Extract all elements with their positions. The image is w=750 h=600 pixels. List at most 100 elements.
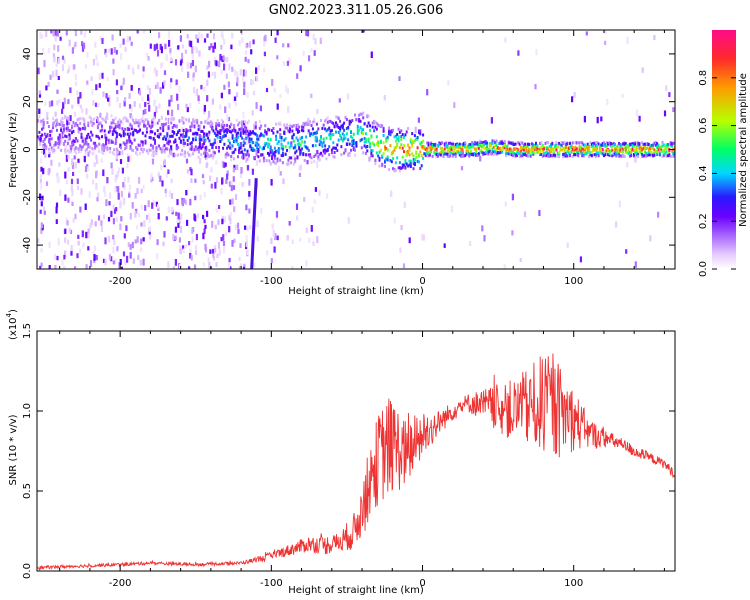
heatmap-cell	[181, 131, 184, 139]
heatmap-cell	[657, 143, 660, 147]
heatmap-cell	[309, 134, 312, 138]
heatmap-cell	[633, 149, 635, 153]
heatmap-cell	[407, 164, 410, 168]
heatmap-cell	[584, 152, 586, 156]
heatmap-cell	[255, 67, 258, 74]
heatmap-cell	[194, 195, 197, 201]
heatmap-cell	[305, 145, 308, 149]
heatmap-cell	[250, 78, 253, 86]
heatmap-cell	[167, 110, 170, 116]
heatmap-cell	[130, 141, 133, 145]
heatmap-cell	[124, 46, 127, 52]
heatmap-cell	[277, 147, 280, 150]
heatmap-cell	[270, 237, 273, 244]
heatmap-cell	[445, 141, 448, 145]
heatmap-cell	[186, 143, 189, 147]
heatmap-cell	[141, 96, 144, 102]
heatmap-cell	[551, 148, 554, 152]
heatmap-cell	[379, 141, 382, 144]
heatmap-cell	[235, 132, 238, 136]
heatmap-cell	[184, 49, 187, 54]
heatmap-cell	[76, 185, 79, 191]
heatmap-cell	[404, 159, 407, 163]
heatmap-cell	[57, 58, 61, 64]
heatmap-cell	[182, 116, 185, 120]
heatmap-cell	[126, 119, 129, 123]
heatmap-cell	[130, 127, 133, 131]
heatmap-cell	[194, 245, 198, 252]
heatmap-cell	[171, 134, 174, 138]
heatmap-cell	[215, 60, 218, 67]
heatmap-cell	[611, 148, 614, 152]
heatmap-cell	[366, 124, 369, 128]
heatmap-cell	[634, 151, 637, 154]
heatmap-cell	[420, 144, 423, 148]
heatmap-cell	[86, 173, 89, 179]
heatmap-cell	[359, 119, 362, 123]
heatmap-cell	[224, 162, 227, 167]
heatmap-cell	[522, 152, 525, 156]
heatmap-cell	[246, 157, 249, 161]
heatmap-cell	[212, 256, 216, 261]
heatmap-cell	[661, 155, 664, 158]
heatmap-cell	[190, 146, 194, 151]
heatmap-cell	[141, 143, 144, 147]
heatmap-cell	[305, 135, 308, 139]
heatmap-cell	[642, 143, 645, 146]
heatmap-cell	[292, 146, 295, 150]
heatmap-cell	[51, 100, 54, 107]
heatmap-cell	[520, 154, 522, 158]
heatmap-cell	[541, 148, 544, 151]
heatmap-cell	[195, 47, 198, 54]
heatmap-cell	[182, 248, 185, 254]
heatmap-cell	[124, 132, 127, 136]
heatmap-cell	[226, 151, 229, 155]
heatmap-cell	[42, 140, 45, 143]
heatmap-cell	[441, 150, 444, 154]
heatmap-cell	[235, 138, 238, 142]
heatmap-cell	[298, 125, 301, 129]
heatmap-cell	[405, 152, 408, 156]
heatmap-cell	[123, 184, 126, 191]
heatmap-cell	[84, 165, 88, 173]
heatmap-cell	[188, 136, 190, 140]
heatmap-cell	[374, 125, 377, 129]
heatmap-cell	[181, 199, 184, 207]
heatmap-cell	[226, 56, 229, 63]
heatmap-cell	[281, 151, 284, 155]
heatmap-cell	[635, 146, 638, 150]
heatmap-cell	[294, 157, 297, 161]
heatmap-cell	[539, 141, 542, 145]
heatmap-cell	[638, 115, 641, 122]
heatmap-cell	[164, 122, 167, 126]
heatmap-cell	[246, 249, 249, 256]
heatmap-cell	[657, 211, 660, 218]
heatmap-cell	[439, 142, 442, 146]
heatmap-cell	[175, 211, 178, 216]
heatmap-cell	[104, 237, 107, 245]
heatmap-cell	[168, 39, 171, 47]
heatmap-cell	[171, 126, 174, 129]
heatmap-cell	[660, 147, 663, 151]
heatmap-cell	[198, 124, 202, 130]
heatmap-cell	[112, 69, 115, 76]
heatmap-cell	[130, 105, 133, 112]
heatmap-cell	[66, 126, 69, 130]
heatmap-cell	[112, 204, 115, 210]
heatmap-cell	[548, 154, 551, 158]
heatmap-cell	[452, 142, 454, 146]
heatmap-cell	[160, 122, 163, 126]
heatmap-cell	[198, 141, 201, 145]
heatmap-cell	[408, 153, 411, 157]
heatmap-cell	[269, 161, 272, 165]
heatmap-cell	[396, 133, 399, 136]
heatmap-cell	[329, 119, 332, 123]
heatmap-cell	[122, 141, 125, 145]
heatmap-cell	[166, 147, 169, 151]
heatmap-cell	[228, 225, 231, 233]
heatmap-cell	[424, 148, 427, 152]
heatmap-cell	[167, 118, 170, 125]
heatmap-cell	[151, 202, 154, 209]
heatmap-cell	[264, 129, 267, 133]
heatmap-cell	[413, 139, 416, 143]
